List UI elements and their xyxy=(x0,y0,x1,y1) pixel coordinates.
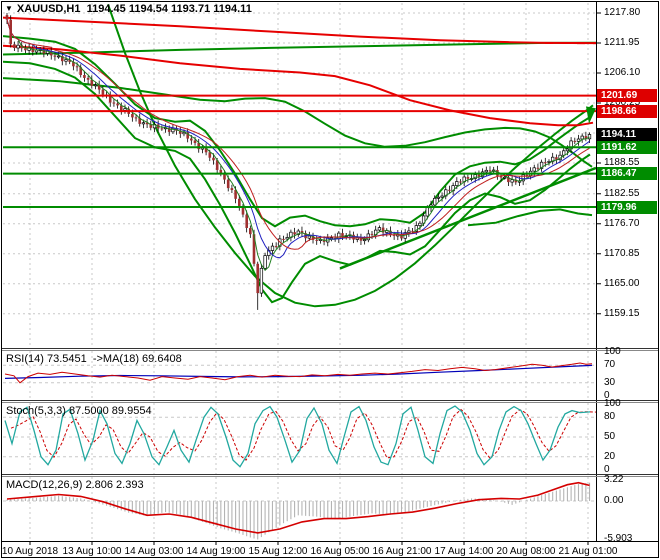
chart-symbol-period: XAUUSD,H1 xyxy=(16,3,81,15)
stochastic-panel xyxy=(3,403,596,474)
price-tick-label: 1176.70 xyxy=(604,217,640,229)
price-tick-label: 1200.25 xyxy=(604,97,641,108)
macd-axis-label: 3.22 xyxy=(604,474,624,485)
rsi-axis-label: 30 xyxy=(604,376,616,388)
level-price-badge: 1186.47 xyxy=(597,167,657,181)
time-axis-label: 10 Aug 2018 xyxy=(1,546,59,557)
price-tick-label: 1165.00 xyxy=(604,277,640,289)
time-axis-label: 15 Aug 12:00 xyxy=(248,546,308,557)
rsi-indicator-header: RSI(14) 73.5451 ->MA(18) 69.6408 xyxy=(6,353,182,365)
time-axis-label: 14 Aug 19:00 xyxy=(186,546,246,557)
price-tick-label: 1211.95 xyxy=(604,37,640,48)
current-price-badge: 1194.11 xyxy=(597,127,657,141)
macd-histogram xyxy=(6,482,591,540)
rsi-axis-label: 0 xyxy=(604,390,610,401)
support-resistance-levels xyxy=(3,94,596,209)
time-axis-label: 13 Aug 10:00 xyxy=(62,546,122,557)
price-tick-label: 1159.15 xyxy=(604,307,640,319)
level-price-badge: 1179.96 xyxy=(597,200,657,214)
macd-axis-label: 0.00 xyxy=(604,495,624,506)
symbol-marker-icon: ▼ xyxy=(5,4,13,13)
axis-tick-marks xyxy=(29,12,601,545)
price-tick-label: 1182.55 xyxy=(604,187,640,199)
breakout-arrow-icon xyxy=(586,106,596,124)
price-tick-label: 1170.85 xyxy=(604,247,640,259)
chart-ohlc-values: 1194.45 1194.54 1193.71 1194.11 xyxy=(86,3,252,15)
rsi-panel xyxy=(3,351,596,400)
time-axis-label: 20 Aug 08:00 xyxy=(496,546,556,557)
level-price-badge: 1191.62 xyxy=(597,140,657,154)
rsi-axis-label: 100 xyxy=(604,346,621,357)
price-tick-label: 1217.80 xyxy=(604,7,641,18)
rsi-axis-label: 70 xyxy=(604,359,616,371)
time-axis-label: 17 Aug 14:00 xyxy=(434,546,494,557)
time-axis-label: 16 Aug 05:00 xyxy=(310,546,370,557)
level-price-badge: 1201.69 xyxy=(597,89,657,103)
price-tick-label: 1206.10 xyxy=(604,67,641,78)
stoch-axis-label: 0 xyxy=(604,464,610,475)
stoch-axis-label: 100 xyxy=(604,398,621,409)
price-tick-label: 1188.55 xyxy=(604,157,640,168)
level-price-badge: 1198.66 xyxy=(597,104,657,118)
macd-panel xyxy=(3,477,596,541)
chart-title: ▼ XAUUSD,H1 1194.45 1194.54 1193.71 1194.… xyxy=(5,3,252,15)
stoch-axis-label: 20 xyxy=(604,450,616,462)
time-axis-label: 14 Aug 03:00 xyxy=(124,546,184,557)
stoch-axis-label: 80 xyxy=(604,411,616,423)
stoch-indicator-header: Stoch(5,3,3) 87.5000 89.9554 xyxy=(6,405,152,417)
macd-axis-label: -5.903 xyxy=(604,533,633,545)
red-ma-lines xyxy=(3,16,596,127)
time-axis-label: 16 Aug 21:00 xyxy=(372,546,432,557)
time-axis-label: 21 Aug 01:00 xyxy=(558,546,618,557)
macd-indicator-header: MACD(12,26,9) 2.806 2.393 xyxy=(6,479,144,491)
stoch-axis-label: 50 xyxy=(604,431,616,442)
